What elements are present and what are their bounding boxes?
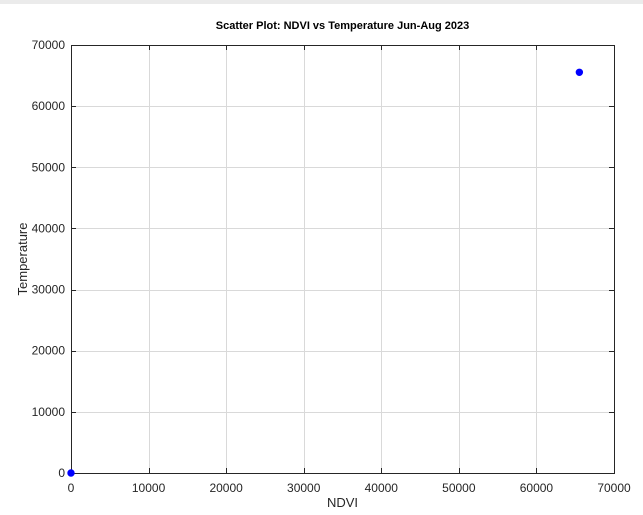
x-tick-label: 70000 (597, 481, 631, 495)
x-tick-labels: 0 10000 20000 30000 40000 50000 60000 70000 (68, 481, 631, 495)
y-tick-label: 50000 (32, 160, 66, 174)
y-tick-labels: 0 10000 20000 30000 40000 50000 60000 70000 (32, 38, 66, 480)
window-top-strip (0, 0, 643, 4)
scatter-point (575, 68, 584, 77)
axis-ticks (71, 45, 615, 474)
x-tick-label: 60000 (520, 481, 554, 495)
grid-lines (71, 45, 615, 474)
scatter-point (67, 469, 75, 477)
y-tick-label: 30000 (32, 283, 66, 297)
y-axis-label: Temperature (15, 223, 30, 296)
y-tick-label: 10000 (32, 405, 66, 419)
x-axis-label: NDVI (327, 495, 358, 510)
y-tick-label: 20000 (32, 344, 66, 358)
x-tick-label: 50000 (442, 481, 476, 495)
x-tick-label: 40000 (365, 481, 399, 495)
chart-title: Scatter Plot: NDVI vs Temperature Jun-Au… (216, 20, 469, 32)
x-tick-label: 30000 (287, 481, 321, 495)
y-tick-label: 70000 (32, 38, 66, 52)
plot-area-frame (71, 45, 615, 474)
data-points (67, 68, 584, 477)
x-tick-label: 0 (68, 481, 75, 495)
y-tick-label: 60000 (32, 99, 66, 113)
x-tick-label: 10000 (132, 481, 166, 495)
y-tick-label: 0 (58, 466, 65, 480)
y-tick-label: 40000 (32, 221, 66, 235)
x-tick-label: 20000 (209, 481, 243, 495)
